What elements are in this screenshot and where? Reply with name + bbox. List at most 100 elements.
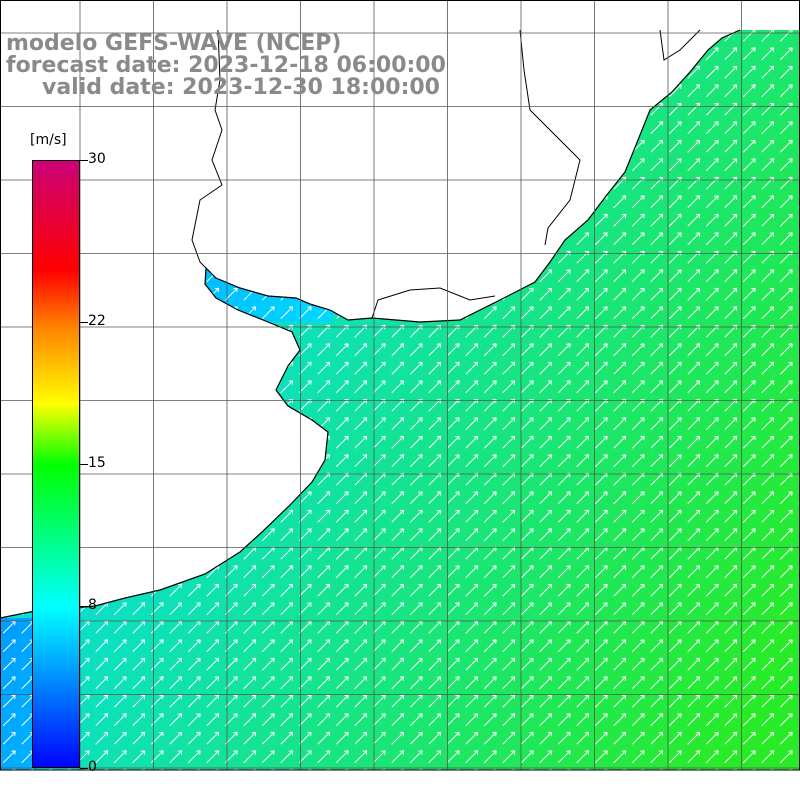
- sea-cell: [795, 100, 800, 120]
- wind-arrow: [761, 657, 775, 671]
- wind-arrow: [705, 65, 719, 79]
- wind-arrow: [372, 713, 386, 727]
- wind-arrow: [520, 306, 534, 320]
- wind-arrow: [335, 343, 349, 357]
- wind-arrow: [280, 639, 294, 653]
- wind-arrow: [724, 65, 738, 79]
- sea-cell: [795, 599, 800, 619]
- wind-arrow: [724, 195, 738, 209]
- wind-arrow: [742, 176, 756, 190]
- wind-arrow: [705, 639, 719, 653]
- colorbar-tick-mark: [80, 322, 88, 324]
- wind-arrow: [742, 435, 756, 449]
- wind-arrow: [761, 713, 775, 727]
- sea-cell: [795, 44, 800, 64]
- wind-arrow: [668, 158, 682, 172]
- wind-arrow: [354, 657, 368, 671]
- wind-arrow: [446, 657, 460, 671]
- wind-arrow: [761, 417, 775, 431]
- wind-arrow: [261, 750, 275, 764]
- wind-arrow: [261, 528, 275, 542]
- wind-arrow: [2, 639, 16, 653]
- wind-arrow: [761, 139, 775, 153]
- wind-arrow: [483, 398, 497, 412]
- wind-arrow: [761, 232, 775, 246]
- wind-arrow: [372, 565, 386, 579]
- wind-arrow: [409, 713, 423, 727]
- wind-arrow: [428, 657, 442, 671]
- wind-arrow: [446, 380, 460, 394]
- wind-arrow: [428, 583, 442, 597]
- wind-arrow: [594, 639, 608, 653]
- wind-arrow: [724, 694, 738, 708]
- wind-arrow: [261, 694, 275, 708]
- wind-arrow: [2, 657, 16, 671]
- wind-arrow: [391, 657, 405, 671]
- wind-arrow: [761, 306, 775, 320]
- sea-cell: [795, 155, 800, 175]
- wind-arrow: [280, 583, 294, 597]
- sea-cell: [795, 81, 800, 101]
- wind-arrow: [446, 602, 460, 616]
- wind-arrow: [483, 454, 497, 468]
- wind-arrow: [335, 583, 349, 597]
- wind-arrow: [668, 731, 682, 745]
- wind-arrow: [779, 491, 793, 505]
- wind-arrow: [132, 713, 146, 727]
- wind-arrow: [668, 509, 682, 523]
- wind-arrow: [668, 380, 682, 394]
- wind-arrow: [687, 602, 701, 616]
- wind-arrow: [354, 435, 368, 449]
- wind-arrow: [391, 435, 405, 449]
- wind-arrow: [446, 565, 460, 579]
- wind-arrow: [705, 287, 719, 301]
- wind-arrow: [705, 602, 719, 616]
- wind-arrow: [557, 731, 571, 745]
- wind-arrow: [613, 657, 627, 671]
- wind-arrow: [742, 195, 756, 209]
- sea-cell: [795, 655, 800, 675]
- wind-arrow: [372, 731, 386, 745]
- wind-arrow: [687, 176, 701, 190]
- sea-cell: [795, 377, 800, 397]
- sea-cell: [795, 63, 800, 83]
- wind-arrow: [95, 657, 109, 671]
- wind-arrow: [761, 269, 775, 283]
- wind-arrow: [502, 454, 516, 468]
- wind-arrow: [724, 491, 738, 505]
- wind-arrow: [779, 602, 793, 616]
- wind-arrow: [391, 750, 405, 764]
- wind-arrow: [576, 343, 590, 357]
- wind-arrow: [391, 731, 405, 745]
- wind-arrow: [539, 269, 553, 283]
- wind-arrow: [446, 435, 460, 449]
- wind-arrow: [502, 361, 516, 375]
- wind-arrow: [465, 454, 479, 468]
- wind-arrow: [742, 750, 756, 764]
- wind-arrow: [742, 639, 756, 653]
- sea-cell: [795, 211, 800, 231]
- colorbar: [32, 160, 80, 768]
- wind-arrow: [557, 713, 571, 727]
- wind-arrow: [557, 417, 571, 431]
- wind-arrow: [520, 583, 534, 597]
- wind-arrow: [761, 491, 775, 505]
- wind-arrow: [557, 583, 571, 597]
- wind-arrow: [779, 213, 793, 227]
- wind-arrow: [280, 306, 294, 320]
- wind-arrow: [2, 713, 16, 727]
- wind-arrow: [539, 583, 553, 597]
- colorbar-tick-mark: [80, 605, 88, 607]
- wind-arrow: [761, 528, 775, 542]
- wind-arrow: [446, 750, 460, 764]
- wind-arrow: [372, 343, 386, 357]
- wind-arrow: [280, 694, 294, 708]
- wind-arrow: [539, 750, 553, 764]
- wind-arrow: [705, 121, 719, 135]
- wind-arrow: [113, 639, 127, 653]
- wind-arrow: [409, 491, 423, 505]
- wind-arrow: [631, 583, 645, 597]
- colorbar-tick-mark: [80, 768, 88, 769]
- wind-arrow: [761, 84, 775, 98]
- wind-arrow: [520, 435, 534, 449]
